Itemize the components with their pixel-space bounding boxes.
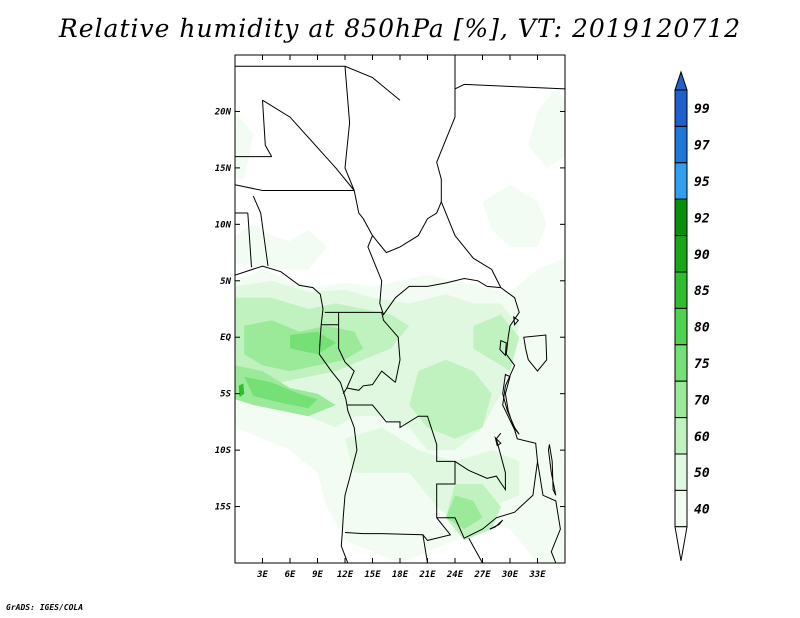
colorbar-swatch — [674, 344, 688, 382]
y-tick-label: 5S — [220, 390, 231, 400]
colorbar-swatch — [674, 198, 688, 237]
lake-4 — [513, 315, 520, 327]
colorbar-label: 97 — [694, 139, 710, 154]
colorbar-swatch — [674, 125, 688, 164]
humidity-region-10 — [473, 314, 520, 372]
country-border-1 — [344, 66, 355, 191]
lake-5 — [494, 436, 502, 447]
lake-1 — [523, 334, 548, 372]
country-border-14 — [502, 353, 561, 563]
country-border-2 — [262, 99, 355, 191]
grads-credit: GrADS: IGES/COLA — [6, 603, 84, 612]
y-tick-label: 10S — [215, 446, 232, 456]
colorbar-bottom-arrow — [674, 526, 688, 561]
lake-0 — [502, 373, 520, 435]
humidity-region-4 — [235, 111, 254, 180]
x-tick-label: 6E — [285, 570, 296, 580]
country-border-16 — [338, 311, 401, 383]
humidity-fill-layer — [235, 88, 565, 563]
country-border-9 — [353, 190, 520, 355]
country-border-22 — [422, 534, 428, 563]
boundary-layer — [235, 55, 565, 563]
country-border-18 — [346, 370, 396, 391]
colorbar-swatch — [674, 89, 688, 127]
country-border-17 — [338, 324, 355, 394]
colorbar-swatch — [674, 417, 688, 455]
x-tick-label: 3E — [256, 570, 268, 580]
y-tick-label: 5N — [220, 277, 231, 287]
country-border-3 — [262, 100, 273, 157]
colorbar-label: 99 — [694, 102, 710, 117]
humidity-region-13 — [445, 495, 483, 530]
chart-title: Relative humidity at 850hPa [%], VT: 201… — [58, 14, 742, 43]
colorbar-swatch — [674, 307, 688, 346]
colorbar-swatch — [674, 235, 688, 273]
colorbar-label: 92 — [694, 211, 710, 226]
country-border-23 — [468, 537, 483, 563]
lake-2 — [547, 444, 557, 496]
coastline-0 — [235, 265, 358, 563]
colorbar-label: 90 — [694, 248, 710, 263]
colorbar-label: 50 — [694, 466, 710, 481]
x-tick-label: 21E — [418, 570, 436, 580]
colorbar-swatch — [674, 380, 688, 419]
humidity-region-14 — [244, 376, 318, 409]
colorbar-swatch — [674, 489, 688, 528]
x-tick-label: 9E — [312, 570, 323, 580]
x-tick-label: 12E — [337, 570, 354, 580]
y-tick-label: 15S — [215, 503, 232, 513]
y-tick-label: 15N — [215, 164, 232, 174]
x-tick-label: 33E — [528, 570, 546, 580]
y-tick-label: 10N — [215, 220, 232, 230]
humidity-region-2 — [482, 184, 547, 247]
colorbar-label: 60 — [694, 430, 710, 445]
colorbar-swatch — [674, 162, 688, 200]
colorbar: 99 97 95 92 90 85 80 75 70 60 50 40 — [674, 70, 710, 561]
lake-3 — [499, 339, 507, 357]
country-border-21 — [436, 461, 538, 539]
country-border-7 — [247, 212, 252, 268]
x-tick-label: 24E — [446, 570, 464, 580]
colorbar-swatch — [674, 453, 688, 491]
x-tick-label: 30E — [501, 570, 519, 580]
humidity-region-3 — [528, 88, 565, 168]
colorbar-label: 85 — [694, 284, 710, 299]
country-border-10 — [372, 111, 456, 254]
colorbar-label: 95 — [694, 175, 710, 190]
country-border-11 — [440, 201, 502, 288]
country-border-15 — [321, 311, 340, 326]
humidity-region-8 — [409, 359, 492, 439]
colorbar-swatch — [674, 271, 688, 309]
lake-6 — [489, 519, 504, 530]
colorbar-label: 80 — [694, 321, 710, 336]
map-axes: 3E 6E 9E 12E 15E 18E 21E 24E 27E 30E 33E 20N 15N 10N 5… — [214, 55, 565, 580]
humidity-region-16 — [238, 383, 245, 398]
colorbar-label: 75 — [694, 357, 710, 372]
humidity-region-1 — [235, 224, 327, 270]
x-tick-label: 15E — [364, 570, 381, 580]
country-border-20 — [454, 432, 506, 492]
humidity-region-15 — [290, 331, 336, 355]
country-border-5 — [235, 184, 355, 191]
y-tick-label: EQ — [220, 333, 231, 343]
x-tick-label: 18E — [392, 570, 409, 580]
colorbar-label: 40 — [694, 503, 710, 518]
colorbar-label: 70 — [694, 393, 710, 408]
country-border-6 — [252, 195, 269, 267]
y-tick-label: 20N — [214, 107, 232, 117]
x-tick-label: 27E — [473, 570, 491, 580]
country-border-0 — [235, 65, 401, 101]
country-border-12 — [454, 83, 565, 112]
colorbar-top-arrow — [674, 70, 688, 91]
